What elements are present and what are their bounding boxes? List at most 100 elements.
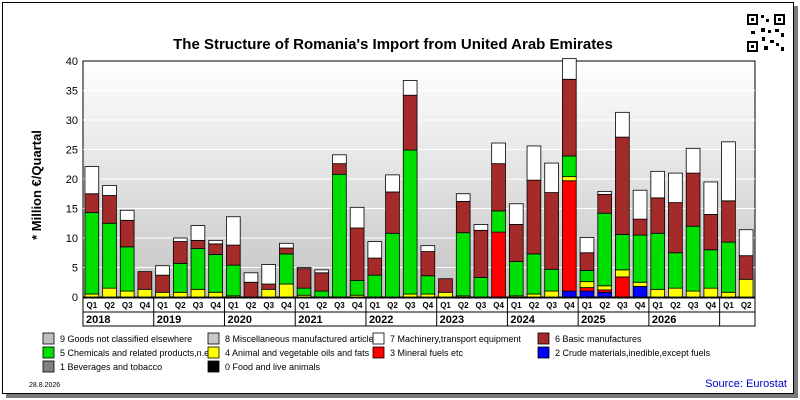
bar-segment [562,58,577,80]
bar-segment [349,280,365,296]
legend-label: 2 Crude materials,inedible,except fuels [555,348,711,358]
bar-segment [172,241,188,264]
bar-segment [615,111,630,138]
quarter-label: Q2 [316,301,327,310]
bar-segment [279,242,294,249]
bar-segment [226,264,241,297]
bar-segment [721,141,736,202]
legend-swatch [42,360,55,373]
bar-segment [650,232,666,290]
bar-segment [102,185,117,196]
quarter-label: Q1 [652,301,663,310]
bar-segment [544,192,559,270]
bar-segment [526,253,542,295]
quarter-label: Q4 [140,301,151,310]
bar-segment [314,272,330,292]
y-tick-label: 30 [66,115,78,127]
bar-segment [455,201,471,234]
legend: 9 Goods not classified elsewhere 8 Miscel… [42,332,711,373]
quarter-label: Q1 [87,301,98,310]
bar-segment [119,209,135,221]
bar-segment [420,293,436,298]
quarter-label: Q1 [299,301,310,310]
bar-segment [508,203,524,225]
year-label: 2022 [369,314,393,326]
quarter-label: Q4 [564,301,575,310]
quarter-label: Q1 [723,301,734,310]
bar-segment [261,283,276,290]
bar-segment [738,278,754,298]
bar-segment [632,285,648,298]
quarter-label: Q1 [369,301,380,310]
bar-segment [703,249,719,289]
bar-segment [473,229,489,278]
legend-swatch [42,346,55,359]
bar-segment [102,222,117,289]
chart-svg: The Structure of Romania's Import from U… [29,13,787,390]
legend-swatch [537,332,550,345]
bar-segment [544,162,559,193]
legend-label: 9 Goods not classified elsewhere [60,334,192,344]
bar-segment [615,276,630,298]
bar-segment [685,147,701,174]
bar-segment [102,195,117,224]
bar-segment [632,218,648,236]
bar-segment [190,239,206,250]
bar-segment [650,288,666,298]
bar-segment [137,288,153,298]
year-label: 2025 [581,314,605,326]
legend-label: 8 Miscellaneous manufactured articles [225,334,379,344]
bar-segment [544,268,559,292]
bar-segment [420,251,436,277]
bar-segment [615,234,630,271]
quarter-label: Q2 [458,301,469,310]
bar-segment [296,287,312,296]
bar-segment [84,293,100,298]
quarter-label: Q3 [546,301,557,310]
quarter-label: Q4 [352,301,363,310]
bar-segment [172,291,188,298]
quarter-label: Q2 [246,301,257,310]
bar-segment [172,262,188,293]
bar-segment [279,283,294,298]
quarter-label: Q1 [511,301,522,310]
legend-swatch [537,346,550,359]
bar-segment [562,180,577,292]
bar-segment [84,193,100,214]
year-label: 2024 [510,314,535,326]
bar-segment [190,288,206,298]
bar-segment [279,247,294,255]
bar-segment [208,243,223,255]
bar-segment [155,274,170,293]
legend-label: 3 Mineral fuels etc [390,348,464,358]
bar-segment [703,287,719,298]
bar-segment [208,239,223,245]
bar-segment [402,80,418,96]
bar-segment [385,174,400,193]
bar-segment [615,136,630,235]
y-tick-label: 20 [66,174,78,186]
y-tick-label: 0 [72,292,78,304]
bar-segment [526,179,542,255]
bar-segment [685,172,701,227]
bar-segment [208,291,223,298]
legend-swatch [372,346,385,359]
bar-segment [685,225,701,292]
quarter-label: Q1 [157,301,168,310]
bar-segment [491,163,506,212]
legend-label: 1 Beverages and tobacco [60,362,162,372]
bar-segment [296,267,312,270]
bar-segment [668,172,683,204]
bar-segment [526,145,542,181]
bar-segment [243,272,259,283]
bar-segment [562,155,577,178]
bar-segment [279,253,294,285]
legend-label: 7 Machinery,transport equipment [390,334,521,344]
bar-segment [226,244,241,266]
date-stamp: 28.8.2026 [29,382,60,389]
bar-segment [738,255,754,280]
legend-label: 0 Food and live animals [225,362,321,372]
quarter-label: Q4 [423,301,434,310]
bar-segment [668,287,683,298]
chart-title: The Structure of Romania's Import from U… [173,36,613,53]
